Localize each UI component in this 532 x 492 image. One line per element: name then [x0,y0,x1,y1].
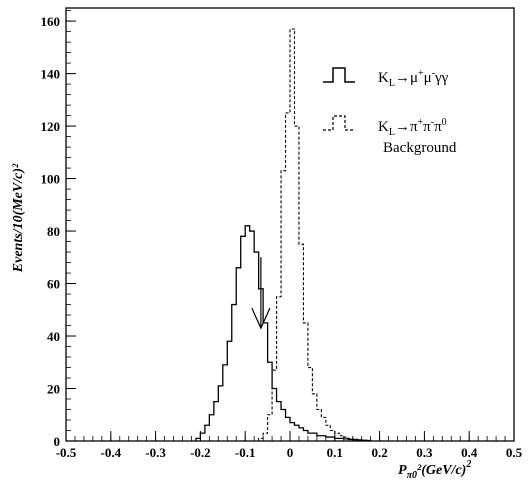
y-axis-title: Events/10(MeV/c)² [11,163,26,273]
legend-solid-symbol [323,67,355,83]
y-tick-label: 40 [47,329,60,344]
y-axis-ticks: 0 20 40 60 80 100 120 140 160 [41,10,76,449]
arrow-head [251,307,271,330]
y-tick-label: 0 [54,434,61,449]
y-tick-label: 140 [41,67,61,82]
x-tick-label: -0.3 [145,445,166,460]
y-tick-label: 20 [47,382,60,397]
x-tick-label: 0.5 [506,445,523,460]
y-tick-label: 120 [41,119,61,134]
x-tick-label: 0.4 [461,445,478,460]
y-tick-label: 160 [41,14,61,29]
legend-label-background: KL→π+π-π0 [378,117,447,138]
y-tick-label: 100 [41,172,61,187]
legend-dashed-symbol [323,115,355,131]
series-background-histogram [258,28,372,442]
x-axis-title: Pπ0²(GeV/c)2 [398,459,471,481]
x-tick-label: 0.2 [371,445,387,460]
legend-label-background-line2: Background [383,140,457,156]
x-tick-label: 0.1 [327,445,343,460]
x-axis-ticks: -0.5 -0.4 -0.3 -0.2 -0.1 0 0.1 0.2 0.3 0.4 0.5 [56,431,523,460]
x-tick-label: 0.3 [416,445,433,460]
legend: KL→μ+μ-γγ KL→π+π-π0 Background [323,67,457,156]
series-layer [195,28,372,442]
x-tick-label: -0.1 [235,445,256,460]
series-signal-histogram [195,225,372,442]
y-tick-label: 60 [47,277,60,292]
x-tick-label: -0.4 [101,445,122,460]
arrow-annotation [251,257,271,330]
x-tick-label: -0.2 [190,445,211,460]
legend-label-signal: KL→μ+μ-γγ [378,68,449,89]
y-tick-label: 80 [47,224,60,239]
x-tick-label: -0.5 [56,445,77,460]
x-tick-label: 0 [287,445,294,460]
